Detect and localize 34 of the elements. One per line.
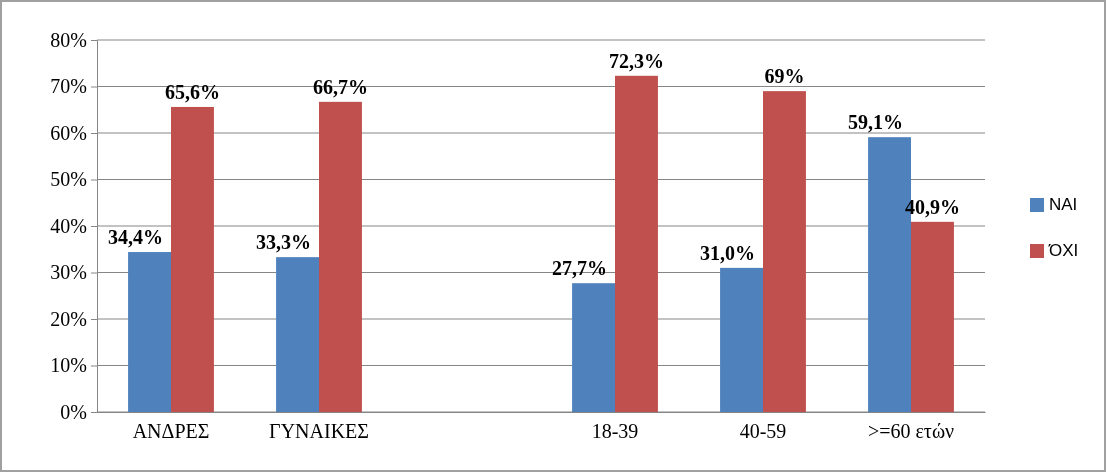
x-tick-label: 40-59: [739, 420, 787, 443]
data-label: 69%: [764, 65, 805, 88]
bar: [128, 252, 171, 412]
x-tick-label: 18-39: [591, 420, 639, 443]
data-label: 72,3%: [608, 49, 664, 72]
bar: [615, 75, 658, 412]
x-tick-label: ΑΝΔΡΕΣ: [132, 420, 210, 443]
legend-label: ΝΑΙ: [1049, 195, 1078, 214]
bar: [720, 267, 763, 412]
y-tick-label: 70%: [50, 75, 87, 98]
legend-label: ΌΧΙ: [1048, 241, 1079, 260]
bar: [911, 221, 954, 412]
data-label: 59,1%: [848, 111, 904, 134]
data-label: 65,6%: [164, 80, 220, 103]
data-label: 33,3%: [256, 231, 312, 254]
x-tick-label: ΓΥΝΑΙΚΕΣ: [269, 420, 369, 443]
y-tick-label: 0%: [60, 400, 87, 423]
data-label: 66,7%: [312, 75, 368, 98]
y-tick-label: 60%: [50, 121, 87, 144]
data-label: 34,4%: [108, 226, 164, 249]
y-tick-label: 20%: [50, 307, 87, 330]
data-label: 27,7%: [552, 257, 608, 280]
bar: [276, 257, 319, 412]
bar: [572, 283, 615, 412]
bar: [319, 101, 362, 412]
x-tick-label: >=60 ετών: [867, 420, 955, 443]
y-tick-label: 30%: [50, 261, 87, 284]
y-tick-label: 40%: [50, 214, 87, 237]
data-label: 31,0%: [700, 241, 756, 264]
y-tick-label: 80%: [50, 28, 87, 51]
bar: [171, 106, 214, 412]
y-tick-label: 10%: [50, 354, 87, 377]
y-tick-label: 50%: [50, 168, 87, 191]
bar: [763, 91, 806, 412]
